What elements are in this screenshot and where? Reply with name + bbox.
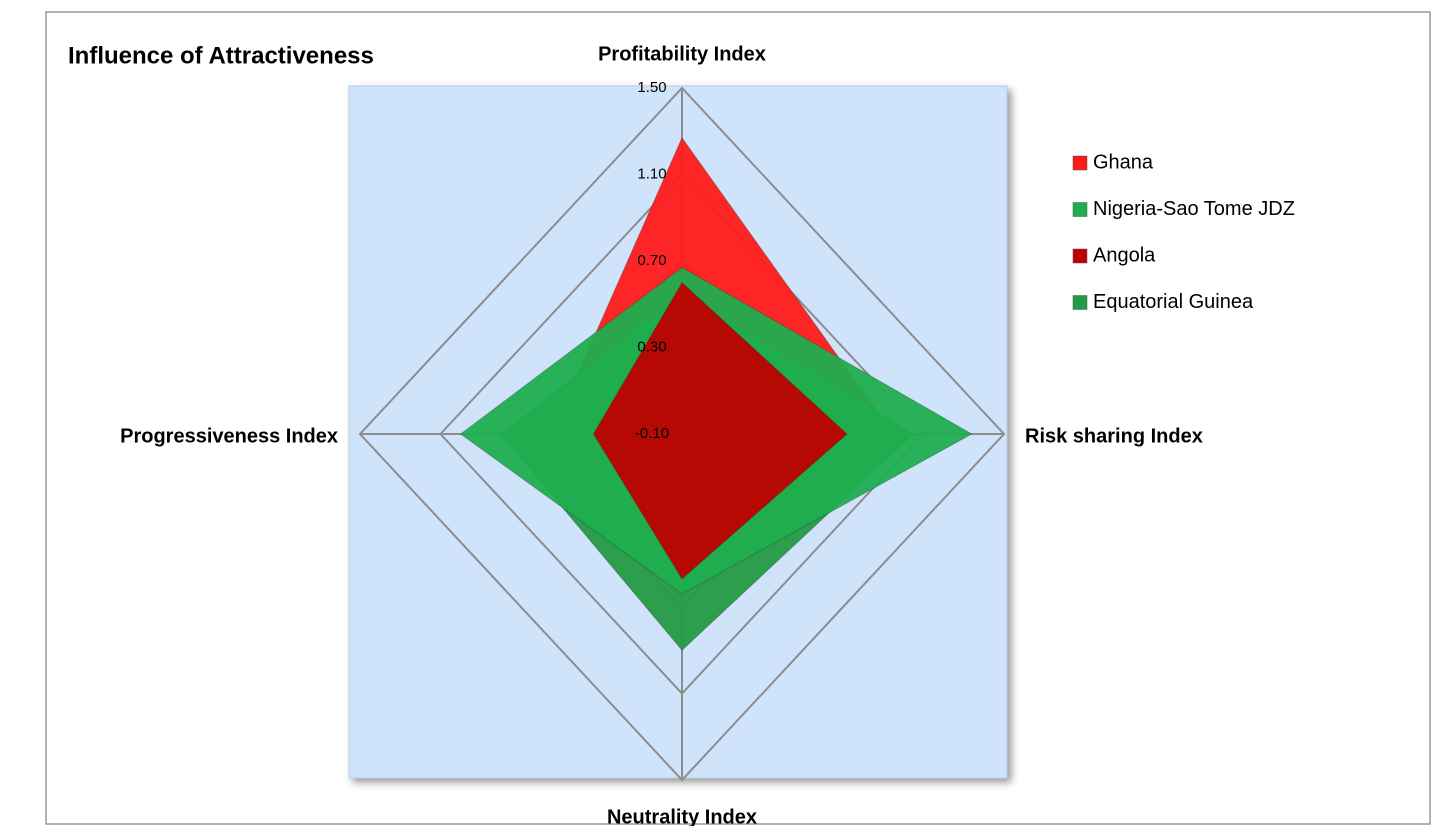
legend-label: Angola [1093,244,1156,266]
axis-label: Profitability Index [598,43,766,65]
axis-label: Risk sharing Index [1025,425,1203,447]
grid-line [358,86,1006,782]
chart-title: Influence of Attractiveness [68,42,374,69]
grid-line [439,173,925,695]
r-tick-label: 0.30 [637,338,666,355]
legend-label: Ghana [1093,151,1154,173]
legend-label: Equatorial Guinea [1093,291,1254,313]
r-tick-label: -0.10 [635,425,669,442]
r-tick-label: 0.70 [637,252,666,269]
r-tick-label: 1.50 [637,79,666,96]
axis-label: Progressiveness Index [120,425,338,447]
legend-swatch [1072,295,1088,310]
axis-label: Neutrality Index [607,806,757,826]
legend-swatch [1072,155,1088,171]
series-area [592,281,848,580]
legend-swatch [1072,248,1088,264]
r-tick-label: 1.10 [637,165,666,182]
legend-label: Nigeria-Sao Tome JDZ [1093,198,1295,220]
legend-swatch [1072,202,1088,217]
